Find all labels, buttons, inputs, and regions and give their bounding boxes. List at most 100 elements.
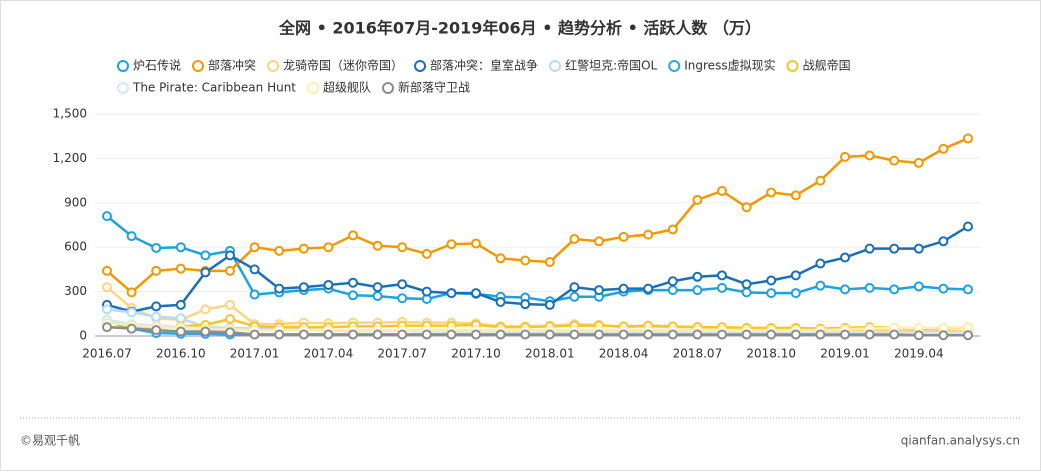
legend-icon: [117, 82, 129, 94]
point: [102, 211, 112, 222]
point: [298, 243, 309, 254]
footer-left: ©易观千帆: [20, 433, 80, 448]
y-tick-label: 0: [79, 329, 87, 343]
legend-icon: [382, 82, 395, 94]
x-tick-label: 2017.10: [451, 347, 501, 361]
legend-label: The Pirate: Caribbean Hunt: [132, 81, 296, 95]
point: [717, 270, 727, 281]
point: [298, 282, 309, 293]
x-tick-label: 2019.01: [820, 347, 870, 361]
point: [102, 322, 112, 333]
point: [274, 245, 285, 256]
point: [249, 242, 260, 253]
point: [790, 270, 801, 281]
x-tick-label: 2016.07: [82, 347, 132, 361]
point: [889, 329, 900, 340]
point: [372, 240, 383, 251]
point: [151, 325, 162, 336]
point: [102, 282, 112, 293]
point: [594, 285, 604, 296]
point: [126, 307, 137, 318]
point: [815, 258, 826, 269]
point: [913, 157, 924, 168]
point: [618, 329, 629, 340]
legend-label: 部落冲突：皇室战争: [430, 58, 538, 73]
point: [446, 239, 457, 250]
point: [963, 330, 973, 341]
point: [815, 329, 826, 340]
legend-label: 战舰帝国: [803, 58, 851, 73]
point: [175, 313, 186, 324]
y-tick-label: 1,500: [53, 107, 87, 121]
legend-icon: [786, 60, 799, 72]
chart-title: 全网 • 2016年07月-2019年06月 • 趋势分析 • 活跃人数 （万）: [278, 19, 761, 38]
point: [200, 250, 211, 261]
point: [938, 283, 949, 294]
point: [643, 329, 654, 340]
point: [889, 284, 900, 295]
point: [225, 265, 235, 276]
point: [963, 322, 973, 333]
point: [569, 291, 580, 302]
point: [249, 289, 260, 300]
point: [397, 329, 408, 340]
legend-icon: [192, 60, 205, 72]
point: [667, 285, 678, 296]
x-tick-label: 2019.04: [894, 347, 944, 361]
legend-icon: [668, 60, 681, 72]
legend-icon: [414, 60, 427, 72]
point: [421, 248, 432, 259]
point: [274, 283, 285, 294]
point: [618, 283, 629, 294]
point: [126, 287, 137, 298]
point: [938, 236, 949, 247]
point: [766, 187, 777, 198]
point: [397, 242, 408, 253]
point: [200, 267, 211, 278]
point: [397, 293, 408, 304]
legend-icon: [307, 82, 320, 94]
point: [790, 329, 801, 340]
point: [938, 143, 949, 154]
point: [569, 234, 580, 245]
point: [667, 224, 678, 235]
point: [790, 190, 801, 201]
legend-label: 炉石传说: [133, 58, 181, 73]
point: [741, 279, 752, 290]
point: [323, 242, 334, 253]
y-tick-label: 1,200: [53, 151, 87, 165]
footer-right: qianfan.analysys.cn: [901, 434, 1020, 448]
point: [348, 290, 358, 301]
point: [102, 304, 112, 315]
legend-icon: [117, 60, 129, 72]
point: [200, 304, 211, 315]
point: [766, 275, 777, 286]
y-tick-label: 600: [64, 240, 87, 254]
point: [520, 299, 531, 310]
point: [151, 301, 162, 312]
point: [126, 231, 137, 242]
point: [151, 311, 162, 322]
point: [175, 242, 186, 253]
point: [520, 255, 531, 266]
point: [766, 329, 777, 340]
point: [544, 329, 555, 340]
point: [200, 326, 211, 337]
legend-label: 新部落守卫战: [398, 80, 470, 95]
point: [348, 277, 358, 288]
point: [717, 185, 727, 196]
point: [151, 265, 162, 276]
point: [840, 252, 850, 263]
point: [938, 330, 949, 341]
point: [594, 236, 604, 247]
point: [864, 329, 875, 340]
point: [495, 253, 506, 264]
point: [471, 238, 481, 249]
point: [225, 299, 235, 310]
point: [569, 329, 580, 340]
point: [643, 283, 654, 294]
series-line: [106, 137, 969, 294]
point: [495, 296, 506, 307]
